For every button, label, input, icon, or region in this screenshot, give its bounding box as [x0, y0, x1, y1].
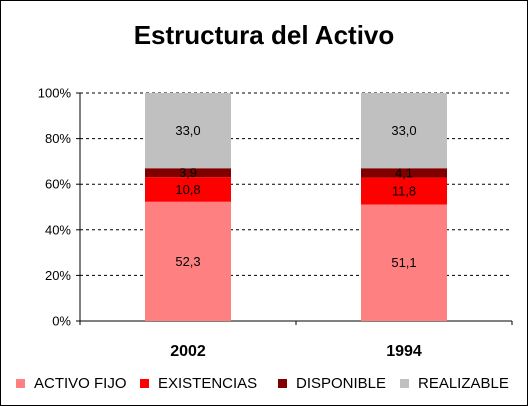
data-label: 51,1 — [391, 255, 416, 270]
data-label: 4,1 — [395, 165, 413, 180]
legend-label: ACTIVO FIJO — [34, 375, 127, 392]
y-tick-label: 100% — [38, 86, 72, 101]
y-tick-label: 20% — [45, 268, 71, 283]
x-category-label: 1994 — [386, 343, 422, 360]
legend-item-existencias: EXISTENCIAS — [140, 375, 257, 392]
bar-segment — [145, 201, 231, 321]
chart-title: Estructura del Activo — [133, 20, 395, 50]
data-label: 10,8 — [175, 182, 200, 197]
chart-plot: 0% 20% 40% 60% 80% 100% 52,3 10,8 3,9 33,0 2002 51,… — [38, 86, 513, 360]
legend-label: REALIZABLE — [418, 375, 509, 392]
data-label: 33,0 — [391, 123, 416, 138]
x-category-label: 2002 — [170, 343, 206, 360]
y-tick-label: 40% — [45, 222, 71, 237]
bar-segment — [361, 93, 447, 169]
legend-item-activo-fijo: ACTIVO FIJO — [16, 375, 127, 392]
bar-segment — [145, 168, 231, 178]
data-label: 11,8 — [392, 184, 416, 199]
bar-segment — [361, 177, 447, 205]
legend-swatch — [140, 379, 149, 388]
legend-swatch — [400, 379, 409, 388]
bar-segment — [145, 177, 231, 202]
legend-item-disponible: DISPONIBLE — [278, 375, 386, 392]
legend: ACTIVO FIJO EXISTENCIAS DISPONIBLE REALI… — [0, 375, 528, 397]
y-tick-label: 0% — [52, 314, 71, 329]
data-label: 3,9 — [179, 165, 197, 180]
legend-swatch — [16, 379, 25, 388]
legend-item-realizable: REALIZABLE — [400, 375, 509, 392]
bar-segment — [361, 168, 447, 178]
y-tick-label: 80% — [45, 131, 71, 146]
bar-segment — [145, 93, 231, 169]
data-label: 52,3 — [175, 254, 200, 269]
legend-swatch — [278, 379, 287, 388]
data-label: 33,0 — [175, 123, 200, 138]
legend-label: DISPONIBLE — [296, 375, 387, 392]
legend-label: EXISTENCIAS — [158, 375, 258, 392]
bar-segment — [361, 204, 447, 321]
y-tick-label: 60% — [45, 177, 71, 192]
